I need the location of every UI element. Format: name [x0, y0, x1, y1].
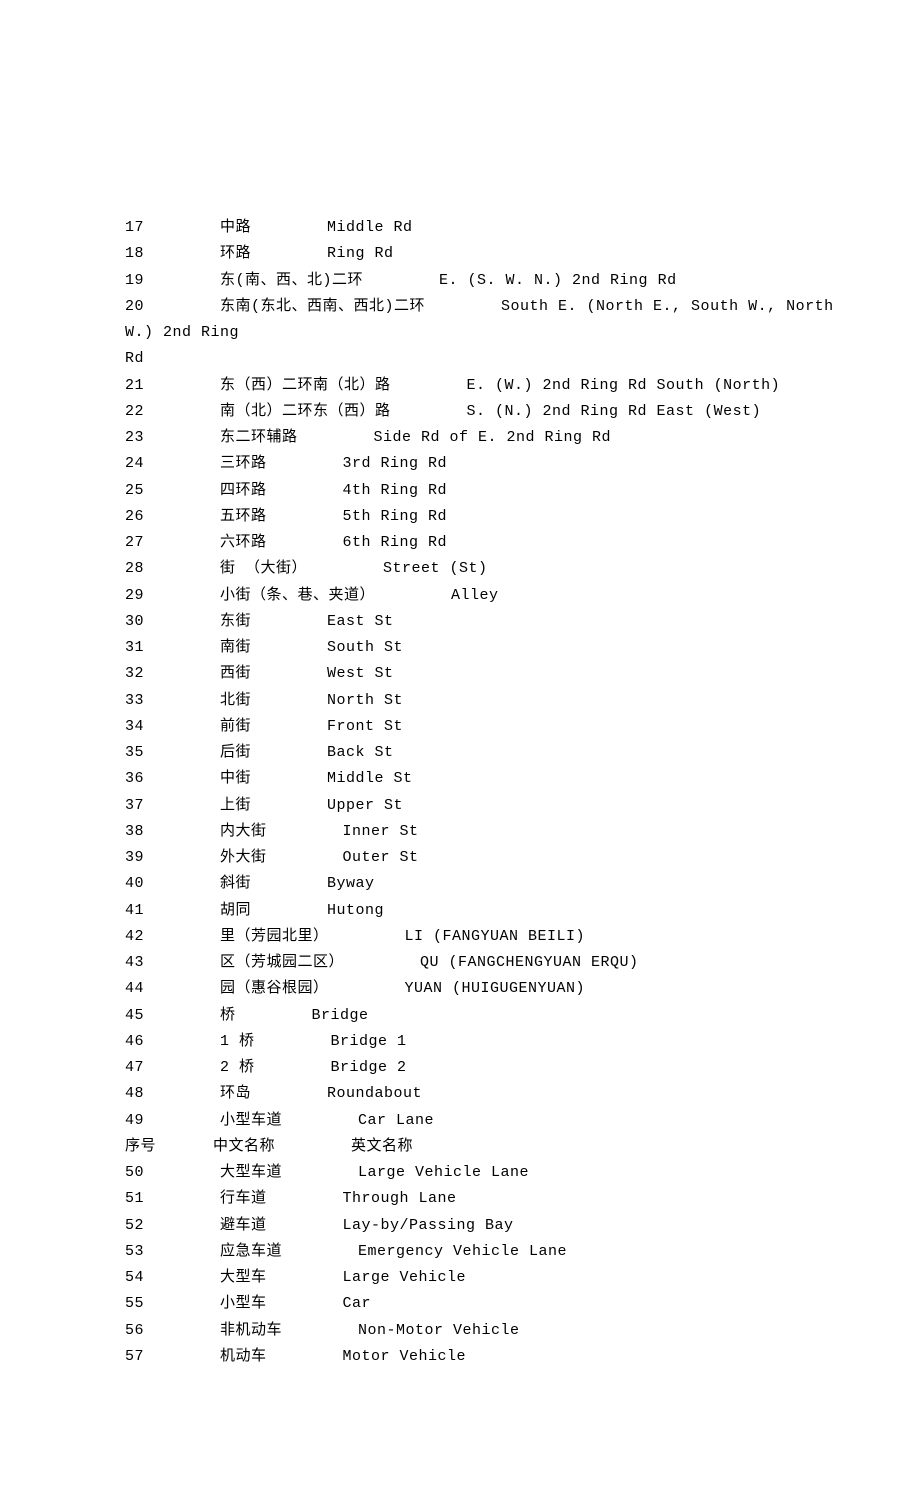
- table-row: 17 中路 Middle Rd: [125, 215, 920, 241]
- table-row: 42 里（芳园北里） LI (FANGYUAN BEILI): [125, 924, 920, 950]
- table-row: Rd: [125, 346, 920, 372]
- table-row: 49 小型车道 Car Lane: [125, 1108, 920, 1134]
- document-body: 17 中路 Middle Rd18 环路 Ring Rd19 东(南、西、北)二…: [125, 215, 920, 1370]
- table-row: 41 胡同 Hutong: [125, 898, 920, 924]
- table-row: 57 机动车 Motor Vehicle: [125, 1344, 920, 1370]
- table-row: 18 环路 Ring Rd: [125, 241, 920, 267]
- table-row: 38 内大街 Inner St: [125, 819, 920, 845]
- table-row: 47 2 桥 Bridge 2: [125, 1055, 920, 1081]
- table-row: 32 西街 West St: [125, 661, 920, 687]
- table-row: 40 斜街 Byway: [125, 871, 920, 897]
- table-row: 46 1 桥 Bridge 1: [125, 1029, 920, 1055]
- table-row: 45 桥 Bridge: [125, 1003, 920, 1029]
- table-row: 34 前街 Front St: [125, 714, 920, 740]
- table-row: 24 三环路 3rd Ring Rd: [125, 451, 920, 477]
- table-row: 29 小街（条、巷、夹道） Alley: [125, 583, 920, 609]
- table-row: 19 东(南、西、北)二环 E. (S. W. N.) 2nd Ring Rd: [125, 268, 920, 294]
- table-row: 21 东（西）二环南（北）路 E. (W.) 2nd Ring Rd South…: [125, 373, 920, 399]
- table-row: 35 后街 Back St: [125, 740, 920, 766]
- table-row: 30 东街 East St: [125, 609, 920, 635]
- table-row: 33 北街 North St: [125, 688, 920, 714]
- table-row: 27 六环路 6th Ring Rd: [125, 530, 920, 556]
- table-row: 56 非机动车 Non-Motor Vehicle: [125, 1318, 920, 1344]
- table-row: 22 南（北）二环东（西）路 S. (N.) 2nd Ring Rd East …: [125, 399, 920, 425]
- table-row: W.) 2nd Ring: [125, 320, 920, 346]
- table-row: 序号 中文名称 英文名称: [125, 1134, 920, 1160]
- table-row: 43 区（芳城园二区） QU (FANGCHENGYUAN ERQU): [125, 950, 920, 976]
- table-row: 39 外大街 Outer St: [125, 845, 920, 871]
- table-row: 54 大型车 Large Vehicle: [125, 1265, 920, 1291]
- table-row: 20 东南(东北、西南、西北)二环 South E. (North E., So…: [125, 294, 920, 320]
- table-row: 50 大型车道 Large Vehicle Lane: [125, 1160, 920, 1186]
- table-row: 26 五环路 5th Ring Rd: [125, 504, 920, 530]
- table-row: 52 避车道 Lay-by/Passing Bay: [125, 1213, 920, 1239]
- table-row: 51 行车道 Through Lane: [125, 1186, 920, 1212]
- table-row: 48 环岛 Roundabout: [125, 1081, 920, 1107]
- table-row: 25 四环路 4th Ring Rd: [125, 478, 920, 504]
- table-row: 28 街 （大街） Street (St): [125, 556, 920, 582]
- table-row: 36 中街 Middle St: [125, 766, 920, 792]
- table-row: 55 小型车 Car: [125, 1291, 920, 1317]
- table-row: 44 园（惠谷根园） YUAN (HUIGUGENYUAN): [125, 976, 920, 1002]
- table-row: 23 东二环辅路 Side Rd of E. 2nd Ring Rd: [125, 425, 920, 451]
- table-row: 53 应急车道 Emergency Vehicle Lane: [125, 1239, 920, 1265]
- table-row: 31 南街 South St: [125, 635, 920, 661]
- table-row: 37 上街 Upper St: [125, 793, 920, 819]
